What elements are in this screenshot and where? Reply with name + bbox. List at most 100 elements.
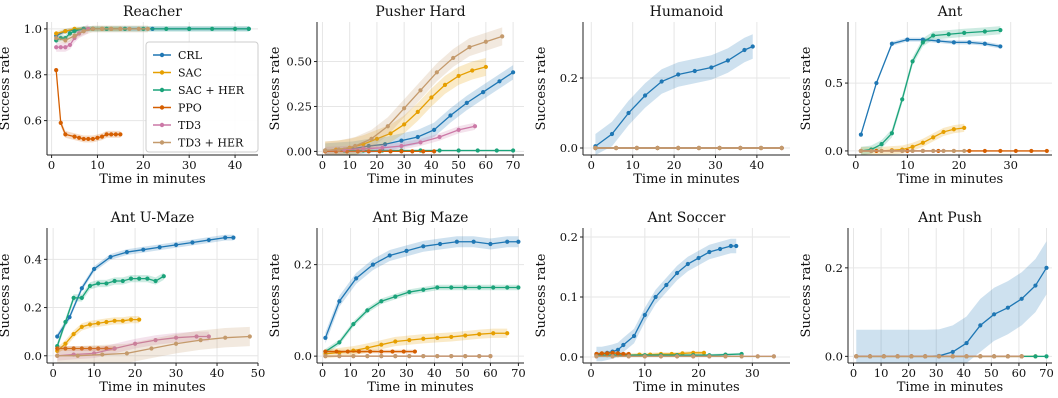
data-point [351, 322, 356, 327]
data-point [418, 140, 423, 145]
data-point [655, 145, 660, 151]
data-point [742, 47, 747, 53]
data-point [323, 335, 328, 340]
data-point [63, 132, 68, 137]
data-point [449, 354, 454, 359]
data-point [368, 349, 373, 354]
x-tick-label: 40 [956, 366, 971, 380]
data-point [950, 349, 955, 355]
x-tick-label: 50 [984, 366, 999, 380]
data-point [137, 276, 142, 281]
series-sac [323, 328, 510, 359]
confidence-band [56, 26, 249, 44]
series-crl [594, 238, 739, 362]
data-point [463, 285, 468, 290]
data-point [435, 285, 440, 290]
x-tick-label: 20 [370, 158, 385, 172]
data-point [365, 308, 370, 313]
legend-label: TD3 [178, 119, 201, 132]
data-point [941, 148, 946, 154]
series-ppo [594, 350, 631, 357]
data-point [104, 281, 109, 286]
data-point [388, 149, 393, 154]
data-point [173, 335, 179, 340]
chart-title: Ant Big Maze [372, 210, 469, 226]
series-crl [854, 241, 1049, 363]
legend-item-td3-plus-her: TD3 + HER [153, 137, 244, 150]
data-point [626, 354, 631, 359]
chart-pusher-hard: Pusher Hard 0 10 20 30 40 50 60 70 0.00 0.25 0.50 Ti… [268, 4, 524, 187]
data-point [336, 147, 341, 152]
data-point [511, 70, 516, 75]
x-tick-label: 50 [251, 366, 266, 380]
data-point [401, 349, 406, 354]
data-point [505, 285, 510, 290]
y-tick-label: 0.0 [560, 141, 578, 155]
data-point [867, 354, 873, 359]
x-tick-label: 50 [451, 158, 466, 172]
data-point [1044, 265, 1049, 270]
data-point [81, 29, 86, 34]
x-tick-label: 60 [479, 158, 494, 172]
legend-marker [159, 140, 165, 145]
data-point [931, 33, 936, 38]
data-point [435, 354, 440, 359]
data-point [399, 143, 404, 149]
data-point [707, 249, 712, 255]
y-tick-label: 0.6 [24, 114, 42, 128]
data-point [112, 346, 117, 351]
data-point [81, 136, 86, 142]
series-crl [55, 234, 236, 340]
data-point [379, 299, 384, 304]
series-td3-plus-her [858, 148, 967, 154]
data-point [112, 318, 117, 323]
series-td3-plus-her [323, 27, 505, 155]
data-point [488, 241, 493, 247]
x-tick-label: 10 [90, 158, 105, 172]
x-tick-label: 10 [874, 366, 889, 380]
data-point [483, 39, 488, 44]
x-tick-label: 0 [850, 366, 857, 380]
series-line [596, 245, 737, 355]
data-point [79, 286, 84, 291]
data-point [173, 242, 179, 247]
x-tick-label: 60 [1012, 366, 1027, 380]
data-point [676, 72, 681, 77]
series-td3-plus-her [594, 354, 776, 359]
chart-humanoid: Humanoid 0 10 20 30 40 0.0 0.2 Time in minutes Su… [534, 4, 790, 187]
data-point [407, 338, 412, 343]
data-point [605, 351, 610, 356]
data-point [456, 148, 461, 153]
data-point [72, 33, 77, 38]
data-point [879, 148, 884, 154]
chart-ant-push: Ant Push 0 10 20 30 40 50 60 70 0.0 0.2 Time in min… [799, 210, 1054, 395]
data-point [366, 149, 371, 154]
legend-marker [159, 87, 165, 93]
data-point [978, 354, 983, 359]
data-point [615, 347, 621, 352]
y-tick-label: 0.2 [24, 301, 42, 315]
confidence-band [57, 272, 164, 350]
data-point [385, 124, 390, 129]
data-point [634, 145, 639, 151]
confidence-band [596, 238, 737, 362]
x-tick-label: 70 [511, 366, 526, 380]
data-point [337, 299, 342, 304]
legend-item-td3: TD3 [153, 119, 201, 132]
data-point [127, 26, 132, 31]
data-point [631, 333, 637, 339]
x-axis-label: Time in minutes [367, 380, 473, 395]
data-point [962, 148, 967, 154]
x-tick-label: 0 [49, 366, 56, 380]
y-tick-label: 0.0 [560, 350, 578, 364]
data-point [738, 145, 743, 151]
data-point [402, 106, 407, 111]
data-point [109, 26, 114, 31]
data-point [379, 349, 384, 354]
y-tick-label: 0.0 [294, 349, 312, 363]
data-point [505, 239, 510, 244]
series-ppo [323, 349, 418, 354]
data-point [626, 110, 631, 116]
data-point [951, 40, 956, 45]
data-point [621, 351, 626, 357]
